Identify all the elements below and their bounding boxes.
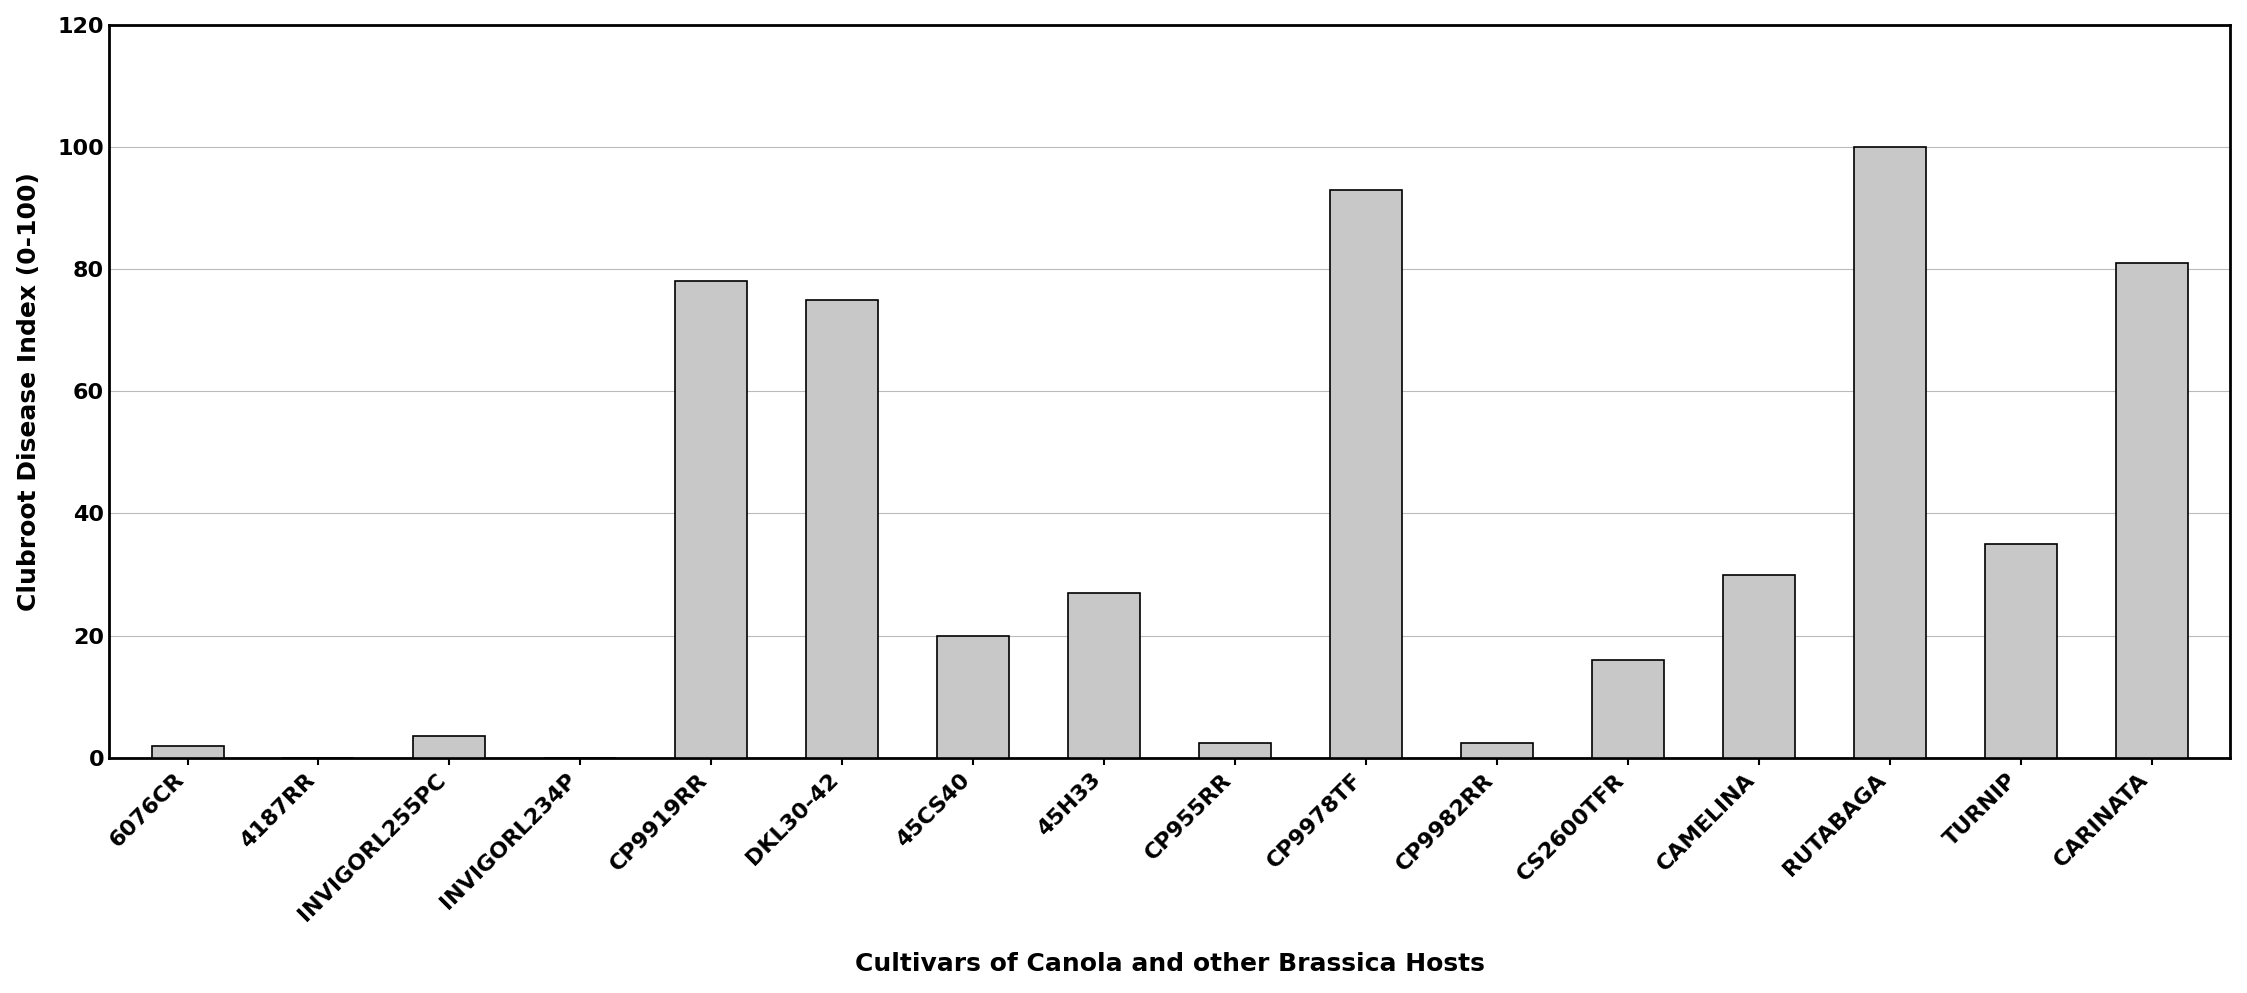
Bar bbox=[676, 281, 748, 758]
Bar bbox=[1723, 575, 1795, 758]
Bar bbox=[1984, 544, 2056, 758]
Bar bbox=[1330, 190, 1402, 758]
Bar bbox=[1200, 743, 1272, 758]
Bar bbox=[1067, 593, 1139, 758]
Y-axis label: Clubroot Disease Index (0-100): Clubroot Disease Index (0-100) bbox=[16, 172, 40, 611]
Bar bbox=[2117, 263, 2189, 758]
X-axis label: Cultivars of Canola and other Brassica Hosts: Cultivars of Canola and other Brassica H… bbox=[854, 952, 1485, 976]
Bar bbox=[413, 737, 485, 758]
Bar bbox=[1854, 147, 1926, 758]
Bar bbox=[1591, 660, 1665, 758]
Bar bbox=[937, 636, 1009, 758]
Bar bbox=[807, 300, 879, 758]
Bar bbox=[1461, 743, 1532, 758]
Bar bbox=[151, 746, 222, 758]
